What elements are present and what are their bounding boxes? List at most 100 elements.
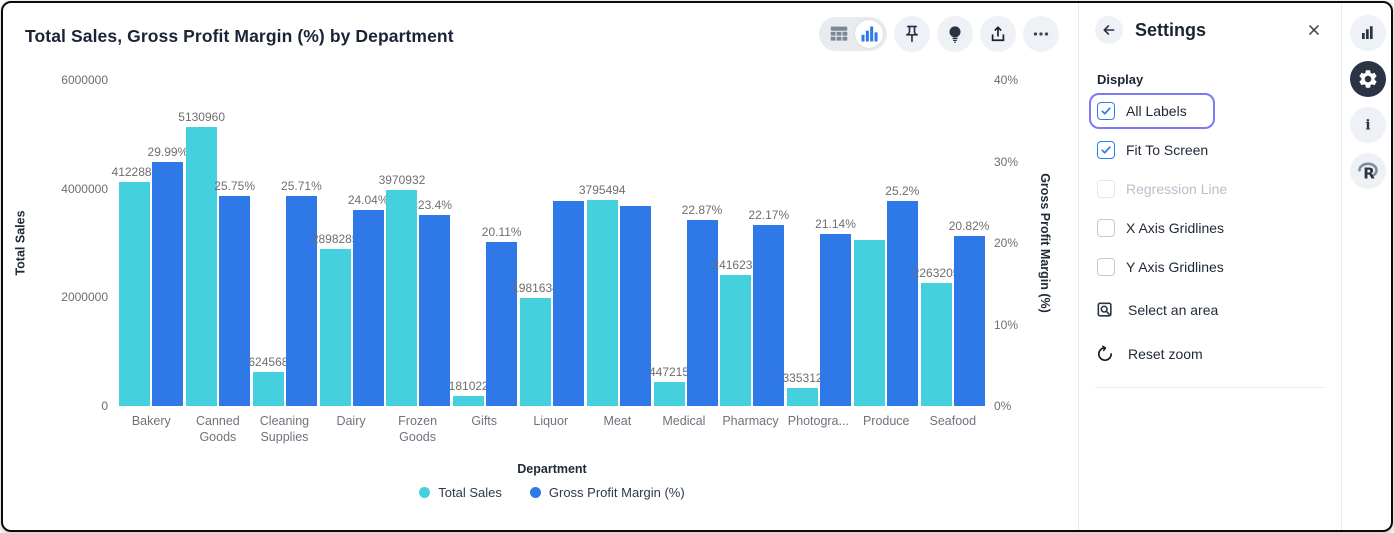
bar-value-label: 181022 [448,379,489,394]
checkbox-row-all-labels[interactable]: All Labels [1089,93,1215,129]
axis-tick-label: 20% [994,236,1019,250]
gpm-bar[interactable]: 23.4% [418,198,452,406]
bar-value-label: 20.11% [481,225,522,240]
bar-value-label: 25.71% [281,179,322,194]
right-axis-ticks: 0% 10% 20% 30% 40% [994,73,1039,413]
gpm-bar[interactable]: 22.17% [748,208,789,406]
category-label: Photogra... [787,414,849,428]
settings-panel: Settings Display All Labels Fit To Screen… [1078,3,1341,530]
gpm-bar[interactable]: 25.75% [214,179,255,406]
bar-value-label: 3795494 [578,182,626,197]
rail-button-bar-chart[interactable] [1349,15,1386,51]
axis-tick-label: 4000000 [61,181,108,196]
sales-bar[interactable]: 2263205 [913,266,959,406]
action-select-an-area[interactable]: Select an area [1095,291,1325,329]
bar-group-frozen-goods: 3970932 23.4% [379,80,452,406]
axis-tick-label: 6000000 [61,73,108,87]
axis-tick-label: 0 [101,399,108,413]
gpm-bar[interactable]: 24.04% [348,193,389,406]
checkmark-icon [1101,146,1111,154]
checkbox[interactable] [1097,180,1115,198]
axis-tick-label: 40% [994,73,1019,87]
bar-chart-icon [1359,24,1377,42]
sales-bar[interactable]: 624568 [248,355,288,406]
legend-item[interactable]: Gross Profit Margin (%) [529,485,685,500]
checkbox-row-fit-to-screen[interactable]: Fit To Screen [1089,132,1216,168]
action-label: Reset zoom [1128,346,1203,362]
rail-button-gear[interactable] [1349,61,1386,97]
sales-bar[interactable]: 3795494 [579,183,626,406]
axis-tick-label: 0% [994,399,1012,413]
gpm-bar[interactable]: 25.2% [885,184,919,406]
rail-button-info[interactable]: i [1349,107,1386,143]
zoom-actions-list: Select an area Reset zoom [1095,291,1325,373]
sales-bar[interactable]: 3970932 [379,173,425,406]
bar-value-label: 25.75% [214,179,255,194]
chart-view-button[interactable] [855,20,883,48]
x-axis-category-labels: Bakery Canned Goods Cleaning Supplies Dairy… [118,413,986,446]
category-label: Dairy [336,414,366,428]
share-button[interactable] [980,16,1016,52]
sales-bar[interactable]: 1981634 [512,281,559,406]
action-reset-zoom[interactable]: Reset zoom [1095,335,1325,373]
gpm-bar[interactable] [619,206,651,406]
bar-value-label: 2898285 [311,231,359,246]
insights-button[interactable] [937,16,973,52]
checkbox-label: Fit To Screen [1126,142,1209,158]
plot-area: 4122881 29.99% 5130960 25.75% 624568 25.71% 28… [112,80,989,406]
more-button[interactable] [1023,16,1059,52]
sales-bar[interactable]: 5130960 [178,110,225,406]
axis-tick-label: 2000000 [61,290,108,305]
sales-bar[interactable]: 2898285 [312,232,359,406]
share-icon [991,26,1005,42]
bar-group-seafood: 2263205 20.82% [913,80,989,406]
close-icon [1309,25,1319,35]
bar-value-label: 22.87% [681,202,723,217]
checkbox-row-regression-line[interactable]: Regression Line [1089,171,1235,207]
checkbox-row-x-axis-gridlines[interactable]: X Axis Gridlines [1089,210,1232,246]
bar-group-dairy: 2898285 24.04% [312,80,389,406]
gpm-bar[interactable]: 20.11% [482,225,522,406]
sales-bar[interactable]: 335312 [783,371,823,406]
bar-group-pharmacy: 2416230 22.17% [712,80,789,406]
back-arrow-icon [1103,25,1115,35]
table-icon [830,26,848,41]
bar-group-gifts: 181022 20.11% [449,80,522,406]
pin-button[interactable] [894,16,930,52]
category-label: Produce [862,414,910,428]
checkbox[interactable] [1097,258,1115,276]
bar-value-label: 24.04% [347,193,389,208]
rail-button-r-logo[interactable]: R [1349,153,1386,189]
sales-bar[interactable] [853,239,885,406]
checkbox[interactable] [1097,102,1115,120]
category-label: Bakery [131,414,171,428]
gear-icon [1357,68,1379,90]
bar-value-label: 335312 [782,370,823,385]
sales-bar[interactable]: 2416230 [712,258,759,406]
gpm-bar[interactable] [552,201,584,406]
checkbox[interactable] [1097,141,1115,159]
back-button[interactable] [1095,16,1123,44]
table-view-button[interactable] [825,20,853,48]
gpm-bar[interactable]: 25.71% [281,179,322,406]
category-label: Pharmacy [722,414,779,428]
gpm-bar[interactable]: 20.82% [949,219,989,406]
sales-bar[interactable]: 4122881 [112,165,158,406]
bar-group-meat: 3795494 [579,80,652,406]
bar-group-cleaning-supplies: 624568 25.71% [248,80,322,406]
gpm-bar[interactable]: 21.14% [815,217,856,406]
checkbox-row-y-axis-gridlines[interactable]: Y Axis Gridlines [1089,249,1232,285]
r-logo-icon: R [1356,159,1380,183]
bar-value-label: 20.82% [948,219,990,234]
legend-item[interactable]: Total Sales [419,485,502,500]
left-axis-title: Total Sales [14,210,29,276]
gpm-bar[interactable]: 29.99% [148,145,188,406]
checkbox-label: X Axis Gridlines [1126,220,1225,236]
close-settings-button[interactable] [1303,19,1325,41]
sales-bar[interactable]: 447215 [649,365,689,406]
checkbox[interactable] [1097,219,1115,237]
sales-bar[interactable]: 181022 [449,379,489,406]
gpm-bar[interactable]: 22.87% [682,203,722,406]
